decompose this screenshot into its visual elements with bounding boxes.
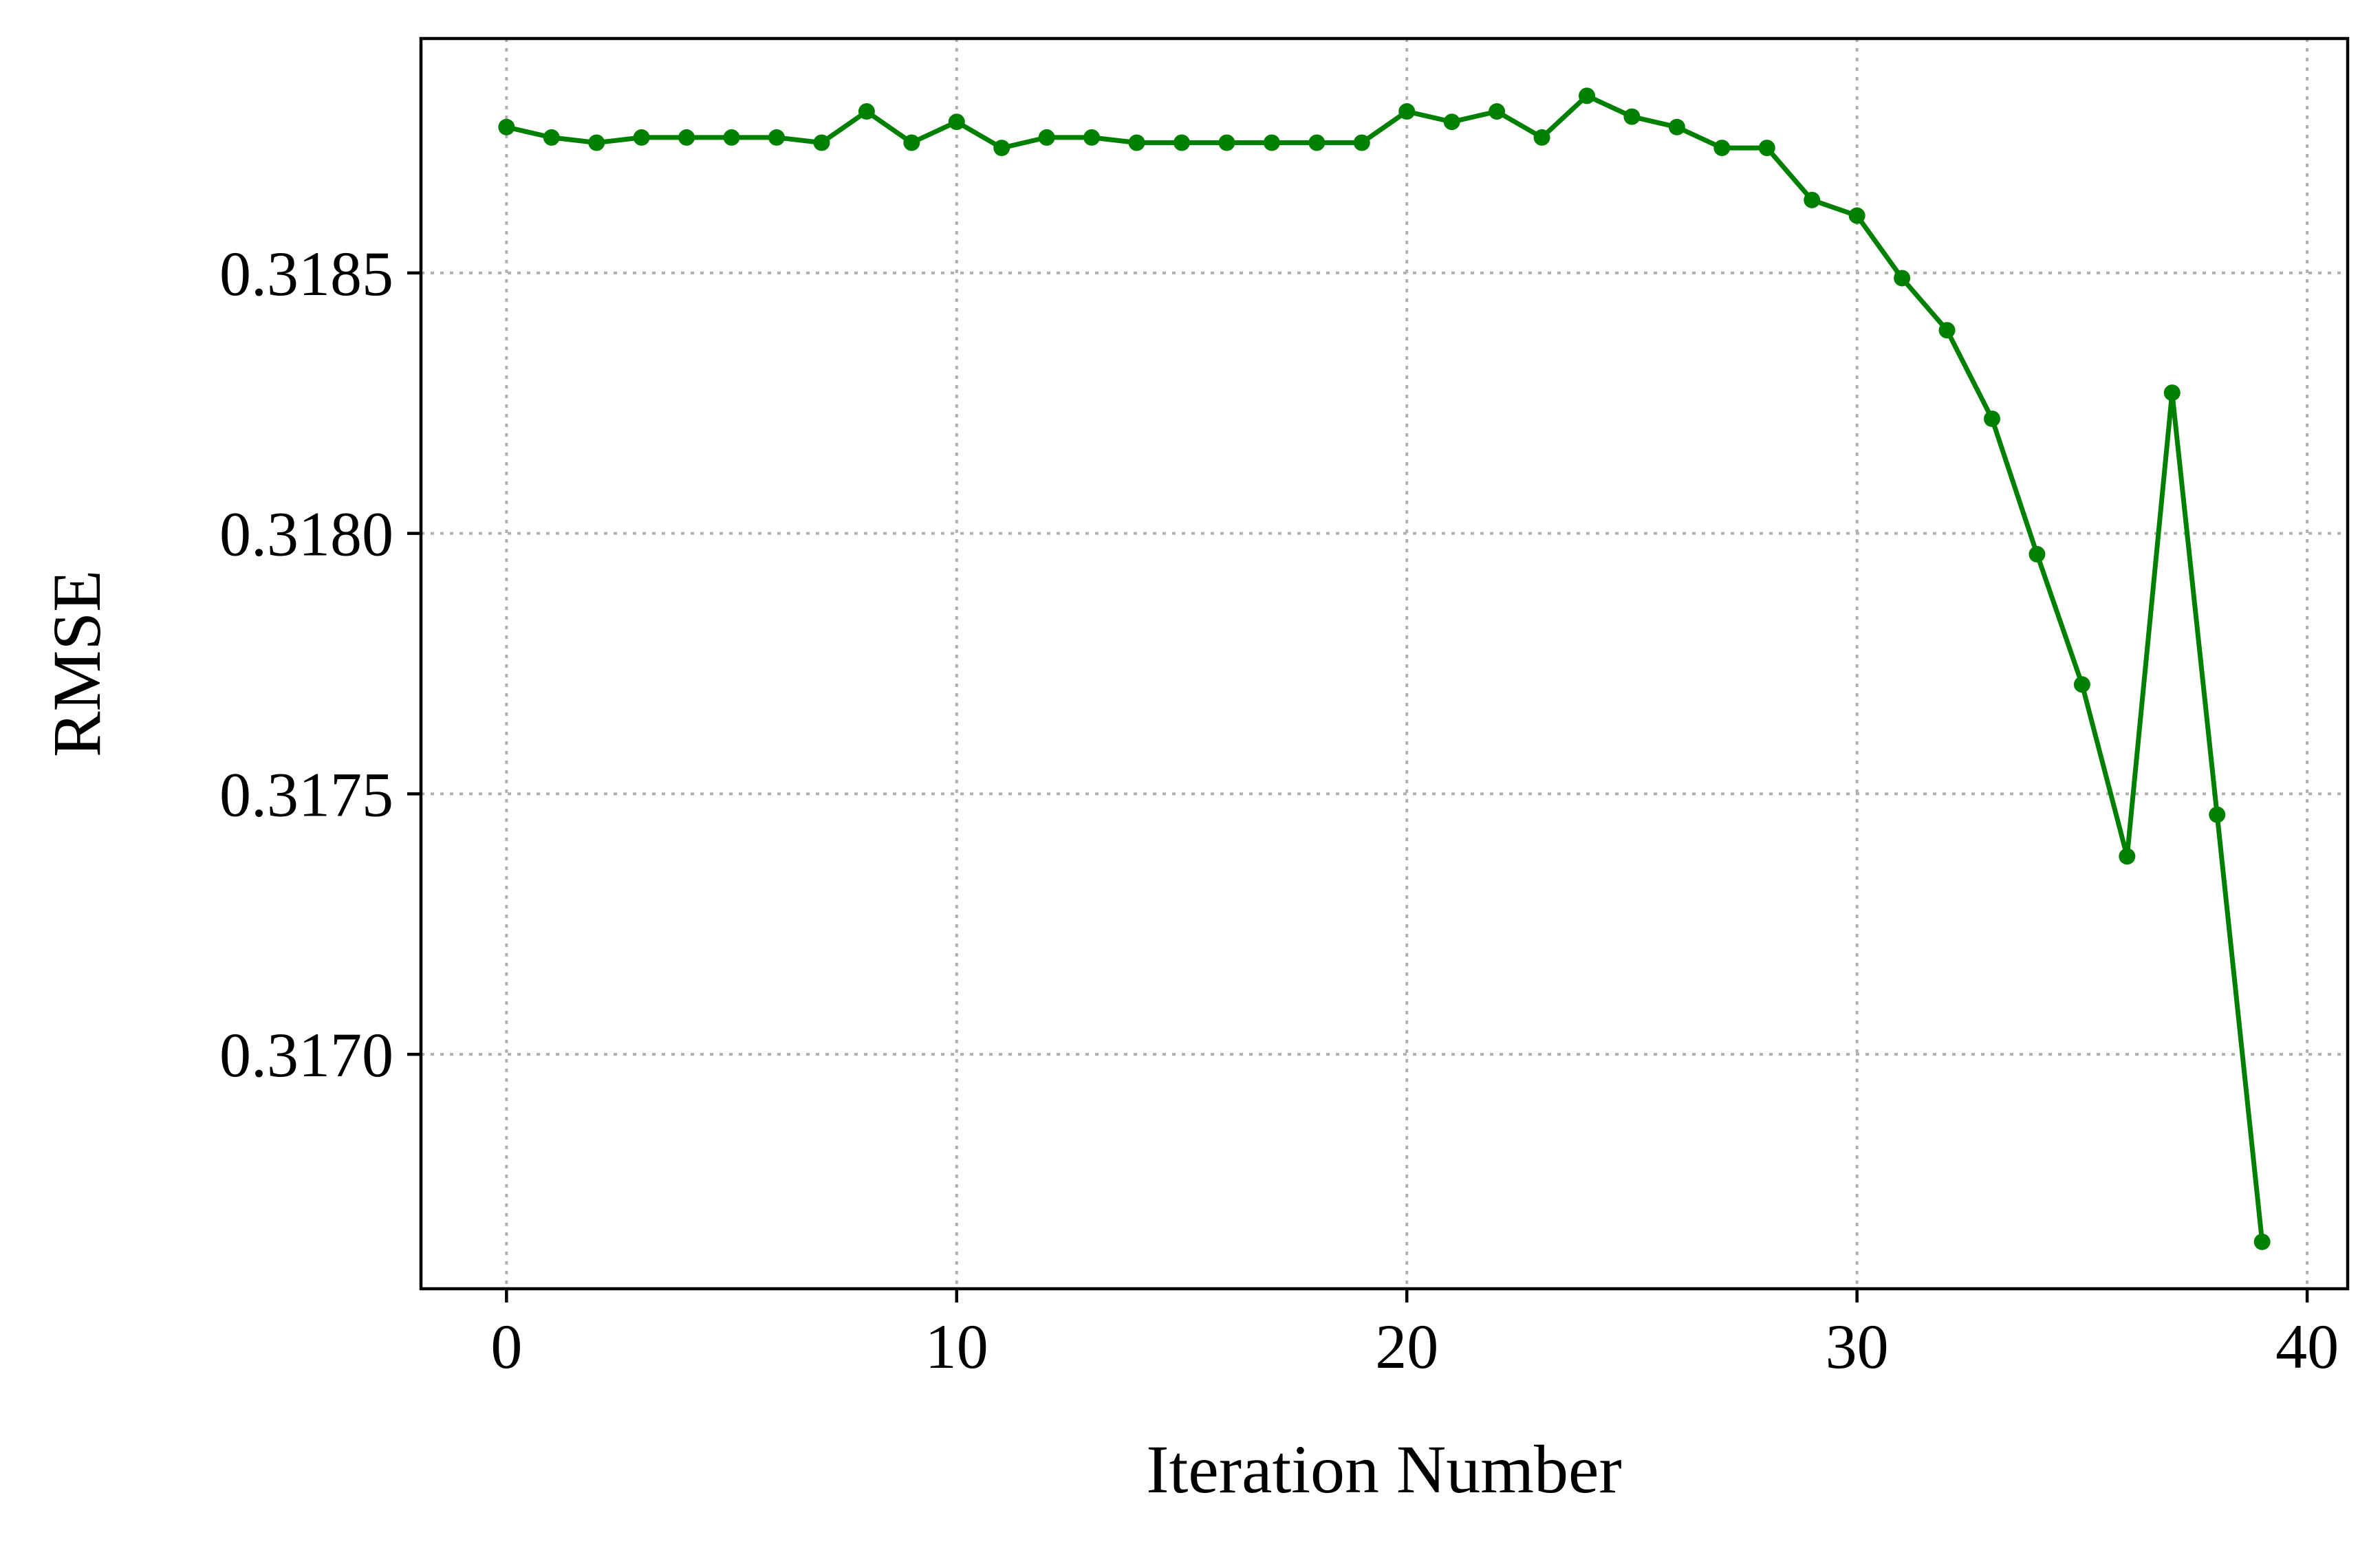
data-point (2253, 1233, 2271, 1250)
data-point (588, 134, 605, 151)
data-point (2029, 545, 2046, 563)
data-point (768, 129, 786, 146)
data-point (1083, 129, 1101, 146)
series-line (506, 93, 2265, 1243)
data-point (2163, 384, 2181, 402)
x-tick-label: 0 (490, 1311, 522, 1382)
x-axis-title: Iteration Number (1146, 1431, 1621, 1507)
y-tick-label: 0.3185 (219, 239, 393, 309)
data-point (1533, 129, 1550, 146)
x-tick-label: 40 (2275, 1311, 2339, 1382)
plot-frame (419, 36, 2350, 1291)
data-point (2073, 676, 2090, 693)
y-axis-title: RMSE (39, 570, 115, 757)
data-point (1128, 134, 1145, 151)
data-point (858, 103, 875, 120)
data-point (1938, 322, 1956, 339)
data-point (633, 129, 650, 146)
data-point (1623, 108, 1641, 125)
axis-ticks: 0 10 20 30 40 0.3170 0.3175 0.3180 0.3185 (219, 239, 2339, 1382)
data-point (723, 129, 740, 146)
data-point (1398, 103, 1416, 120)
data-point (1894, 270, 1911, 287)
x-tick-label: 30 (1826, 1311, 1889, 1382)
data-point (1443, 113, 1460, 131)
y-tick-label: 0.3170 (219, 1020, 393, 1090)
data-point (903, 134, 920, 151)
data-point (1758, 140, 1775, 157)
data-point (1848, 207, 1865, 224)
data-point (813, 134, 830, 151)
x-tick-label: 20 (1375, 1311, 1438, 1382)
y-tick-label: 0.3175 (219, 759, 393, 829)
data-point (1353, 134, 1370, 151)
data-point (1263, 134, 1280, 151)
data-point (1713, 140, 1731, 157)
data-point (1804, 191, 1821, 208)
data-point (543, 129, 560, 146)
data-point (1489, 103, 1506, 120)
grid-lines (421, 39, 2348, 1289)
y-tick-label: 0.3180 (219, 499, 393, 569)
series-layer (498, 87, 2271, 1250)
data-point (1308, 134, 1326, 151)
data-point (993, 140, 1010, 157)
data-point (948, 113, 965, 131)
data-point (1218, 134, 1235, 151)
data-point (1983, 410, 2000, 427)
x-tick-label: 10 (925, 1311, 988, 1382)
data-point (498, 118, 515, 135)
data-point (1578, 87, 1595, 105)
data-point (1173, 134, 1191, 151)
data-point (1038, 129, 1055, 146)
data-point (2119, 848, 2136, 865)
data-point (2209, 806, 2226, 823)
data-point (678, 129, 695, 146)
data-point (1668, 118, 1685, 135)
